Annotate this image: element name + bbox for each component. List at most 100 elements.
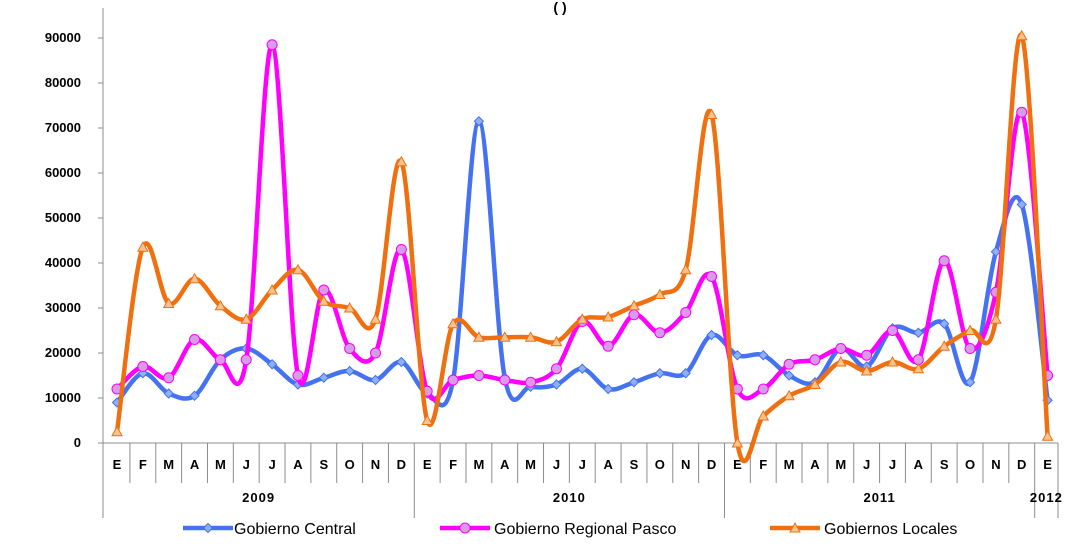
data-point [1016, 106, 1028, 118]
data-point [679, 263, 692, 275]
data-point [498, 331, 511, 342]
legend-marker [202, 522, 214, 534]
month-label: A [500, 457, 510, 472]
series-gobiernos-locales [111, 29, 1054, 464]
month-label: A [190, 457, 200, 472]
y-tick-label: 0 [74, 435, 81, 450]
data-point [938, 340, 951, 351]
month-label: O [655, 457, 665, 472]
legend-marker [459, 522, 471, 534]
data-point [654, 327, 666, 339]
month-label: M [473, 457, 484, 472]
month-label: M [215, 457, 226, 472]
data-point [266, 359, 278, 370]
data-point [163, 372, 175, 384]
data-point [318, 372, 330, 383]
data-point [370, 347, 381, 359]
year-label: 2011 [863, 490, 895, 505]
legend: Gobierno Central Gobierno Regional Pasco G… [183, 521, 957, 538]
month-label: O [345, 457, 355, 472]
month-label: F [759, 457, 767, 472]
data-point [369, 313, 382, 324]
month-label: F [449, 457, 457, 472]
y-tick-label: 50000 [45, 210, 81, 225]
data-point [577, 363, 588, 374]
data-point [757, 409, 770, 421]
data-point [550, 363, 562, 375]
data-point [447, 317, 459, 329]
legend-label: Gobiernos Locales [824, 521, 957, 538]
data-point [938, 255, 950, 267]
y-tick-label: 30000 [45, 300, 81, 315]
data-point [473, 331, 485, 342]
data-point [964, 324, 976, 335]
data-point [344, 365, 355, 377]
month-label: S [940, 457, 949, 472]
series-line [114, 42, 1050, 402]
data-point [809, 378, 821, 389]
legend-label: Gobierno Regional Pasco [494, 521, 676, 538]
data-point [1015, 29, 1028, 41]
data-point [835, 343, 847, 354]
data-point [240, 354, 252, 366]
data-point [499, 374, 511, 386]
data-point [964, 343, 976, 354]
data-point [1041, 430, 1054, 441]
data-point [396, 356, 407, 368]
data-point [344, 343, 356, 354]
data-point [783, 389, 795, 401]
data-point [860, 364, 873, 376]
month-label: J [268, 457, 275, 472]
data-point [758, 350, 769, 361]
chart-title-fragment: ( ) [553, 0, 566, 15]
data-point [1016, 199, 1027, 210]
series-line [114, 119, 1050, 408]
data-point [163, 388, 174, 399]
y-tick-label: 20000 [45, 345, 81, 360]
data-point [938, 318, 950, 329]
data-point [628, 299, 640, 311]
data-point [447, 374, 459, 386]
month-label: A [914, 457, 924, 472]
month-label: J [579, 457, 586, 472]
data-point [834, 355, 847, 367]
data-point [240, 313, 253, 324]
data-point [990, 246, 1002, 257]
data-point [731, 436, 744, 448]
data-point [214, 354, 226, 366]
data-point [292, 370, 304, 381]
data-point [680, 368, 691, 379]
month-label: S [319, 457, 328, 472]
data-point [189, 390, 200, 401]
month-label: A [293, 457, 303, 472]
series-layer [111, 29, 1054, 464]
year-label: 2010 [553, 490, 586, 505]
data-point [861, 349, 873, 361]
data-point [628, 377, 640, 388]
data-point [317, 295, 330, 306]
month-label: S [630, 457, 639, 472]
data-point [137, 361, 149, 372]
month-label: E [113, 457, 122, 472]
data-point [913, 327, 924, 338]
axes: 0 10000 20000 30000 40000 50000 60000 70000 8000… [45, 8, 1063, 518]
legend-label: Gobierno Central [234, 521, 356, 538]
year-label: 2012 [1030, 490, 1063, 505]
month-label: J [243, 457, 250, 472]
data-point [292, 263, 304, 275]
data-point [783, 358, 795, 370]
data-point [654, 368, 666, 379]
data-point [395, 155, 408, 167]
y-tick-label: 80000 [45, 75, 81, 90]
data-point [602, 383, 614, 395]
data-point [809, 354, 821, 366]
data-point [706, 271, 718, 282]
y-tick-label: 40000 [45, 255, 81, 270]
data-point [886, 355, 899, 367]
month-label: N [991, 457, 1000, 472]
month-label: D [397, 457, 406, 472]
year-label: 2009 [242, 490, 275, 505]
data-point [343, 301, 356, 313]
data-point [318, 284, 330, 296]
